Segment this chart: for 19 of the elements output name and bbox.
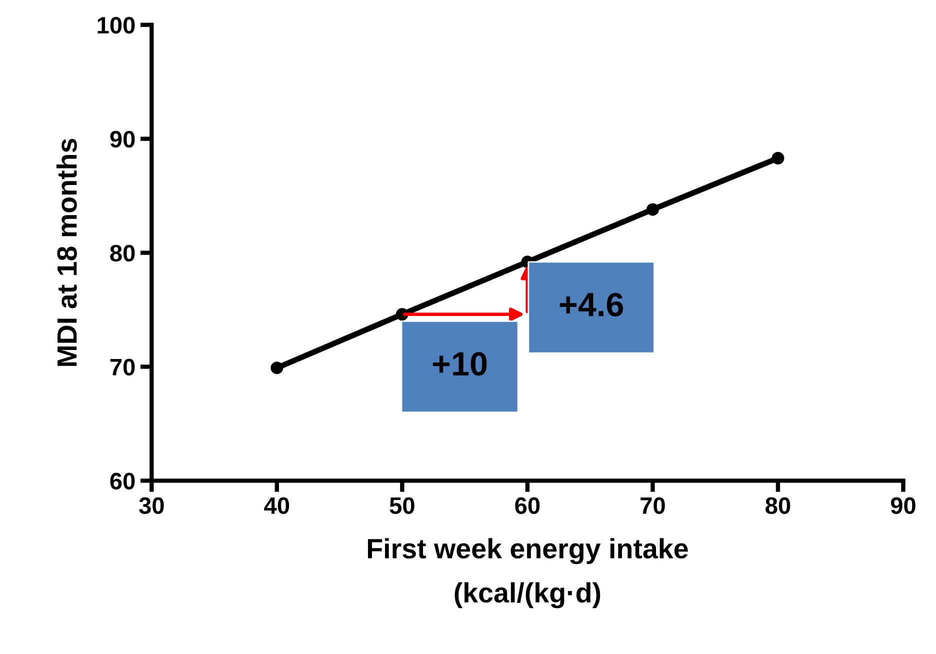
annotation: +4.6	[560, 292, 624, 316]
point	[646, 203, 659, 216]
annotation: +10	[432, 352, 487, 376]
x-axis-title: First week energy intake (kcal/(kg·d)	[368, 538, 688, 608]
y-axis-title: MDI at 18 months	[56, 138, 77, 366]
x-tick-label: 50	[390, 497, 414, 514]
y-tick-label: 80	[110, 244, 135, 262]
x-tick-label: 40	[264, 497, 290, 514]
x-tick-label: 70	[640, 497, 665, 514]
y-tick-label: 100	[98, 16, 135, 34]
y-tick-label: 60	[110, 472, 135, 490]
point	[270, 362, 284, 374]
x-tick-label: 60	[515, 497, 540, 514]
y-tick-label: 70	[110, 358, 135, 376]
point	[772, 152, 784, 164]
y-tick-label: 90	[110, 130, 135, 148]
x-tick-label: 90	[890, 497, 916, 514]
x-tick-label: 30	[139, 497, 164, 514]
x-tick-label: 80	[766, 497, 790, 514]
